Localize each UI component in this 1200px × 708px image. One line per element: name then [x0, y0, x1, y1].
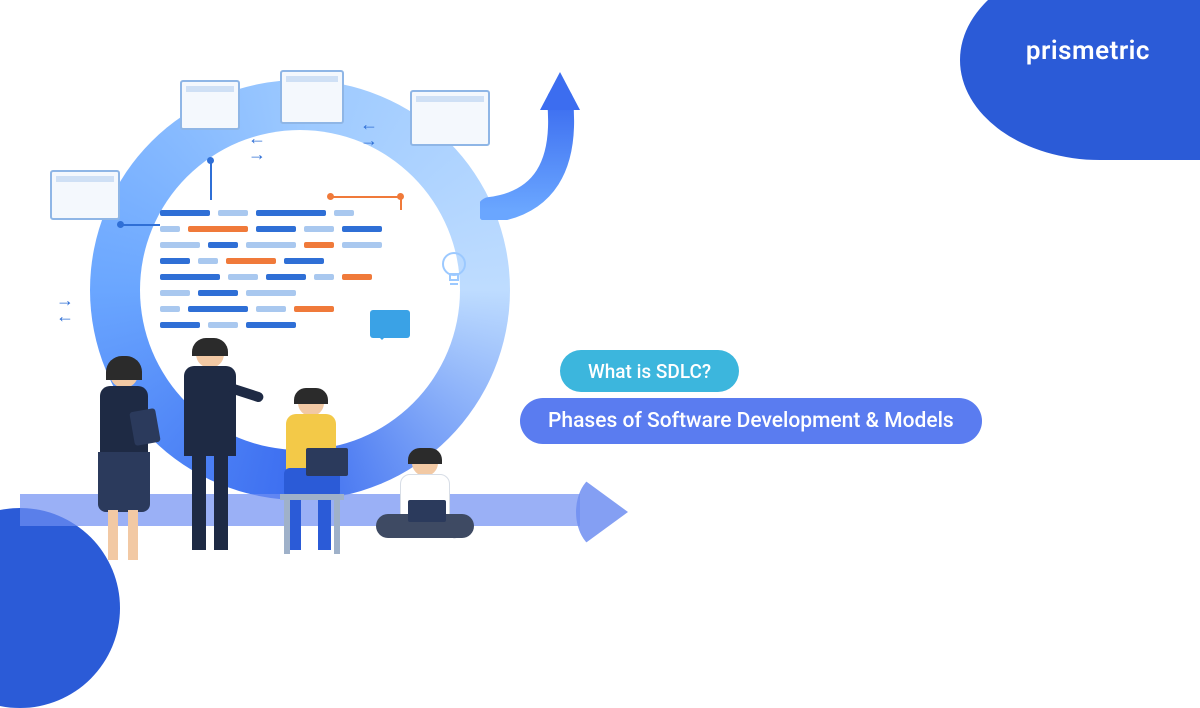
code-dash — [160, 290, 190, 296]
subtitle-badge: Phases of Software Development & Models — [520, 398, 982, 444]
code-row — [160, 242, 440, 248]
code-dash — [188, 226, 248, 232]
connector-line — [210, 160, 212, 200]
bulb-icon — [440, 250, 468, 290]
person-seated-laptop — [270, 390, 360, 560]
code-dash — [304, 242, 334, 248]
title-badge: What is SDLC? — [560, 350, 739, 392]
code-dash — [294, 306, 334, 312]
code-dash — [246, 242, 296, 248]
person-crosslegged-laptop — [370, 450, 480, 560]
code-dash — [256, 210, 326, 216]
code-dash — [314, 274, 334, 280]
code-dash — [208, 242, 238, 248]
code-dash — [198, 290, 238, 296]
monitor-icon — [280, 70, 344, 124]
mini-arrow-icon: → — [360, 130, 378, 151]
person-woman-tablet — [90, 360, 160, 560]
team-illustration — [90, 320, 490, 580]
code-dash — [256, 226, 296, 232]
monitor-icon — [180, 80, 240, 130]
code-row — [160, 210, 440, 216]
code-dash — [266, 274, 306, 280]
code-row — [160, 258, 440, 264]
corner-decoration-top-right — [960, 0, 1200, 160]
person-man-suit — [170, 340, 250, 560]
code-dash — [246, 290, 296, 296]
code-dash — [342, 274, 372, 280]
code-dash — [160, 210, 210, 216]
code-dash — [228, 274, 258, 280]
code-dash — [218, 210, 248, 216]
title-badge-text: What is SDLC? — [588, 360, 711, 383]
code-dash — [284, 258, 324, 264]
code-dash — [160, 226, 180, 232]
connector-line — [400, 196, 402, 210]
code-dash — [342, 242, 382, 248]
code-dash — [188, 306, 248, 312]
monitor-icon — [50, 170, 120, 220]
code-dash — [226, 258, 276, 264]
code-dash — [334, 210, 354, 216]
connector-line — [330, 196, 400, 198]
code-dash — [160, 258, 190, 264]
code-dash — [198, 258, 218, 264]
code-row — [160, 274, 440, 280]
mini-arrow-icon: ← — [56, 306, 74, 327]
connector-line — [120, 224, 160, 226]
subtitle-badge-text: Phases of Software Development & Models — [548, 409, 954, 433]
brand-logo-text: prismetric — [1026, 36, 1150, 66]
code-row — [160, 226, 440, 232]
code-dash — [160, 274, 220, 280]
code-dash — [342, 226, 382, 232]
monitor-icon — [410, 90, 490, 146]
code-dash — [304, 226, 334, 232]
mini-arrow-icon: → — [248, 144, 266, 165]
code-row — [160, 290, 440, 296]
code-dash — [160, 306, 180, 312]
code-dash — [256, 306, 286, 312]
cycle-arrow-icon — [480, 60, 600, 220]
code-dash — [160, 242, 200, 248]
